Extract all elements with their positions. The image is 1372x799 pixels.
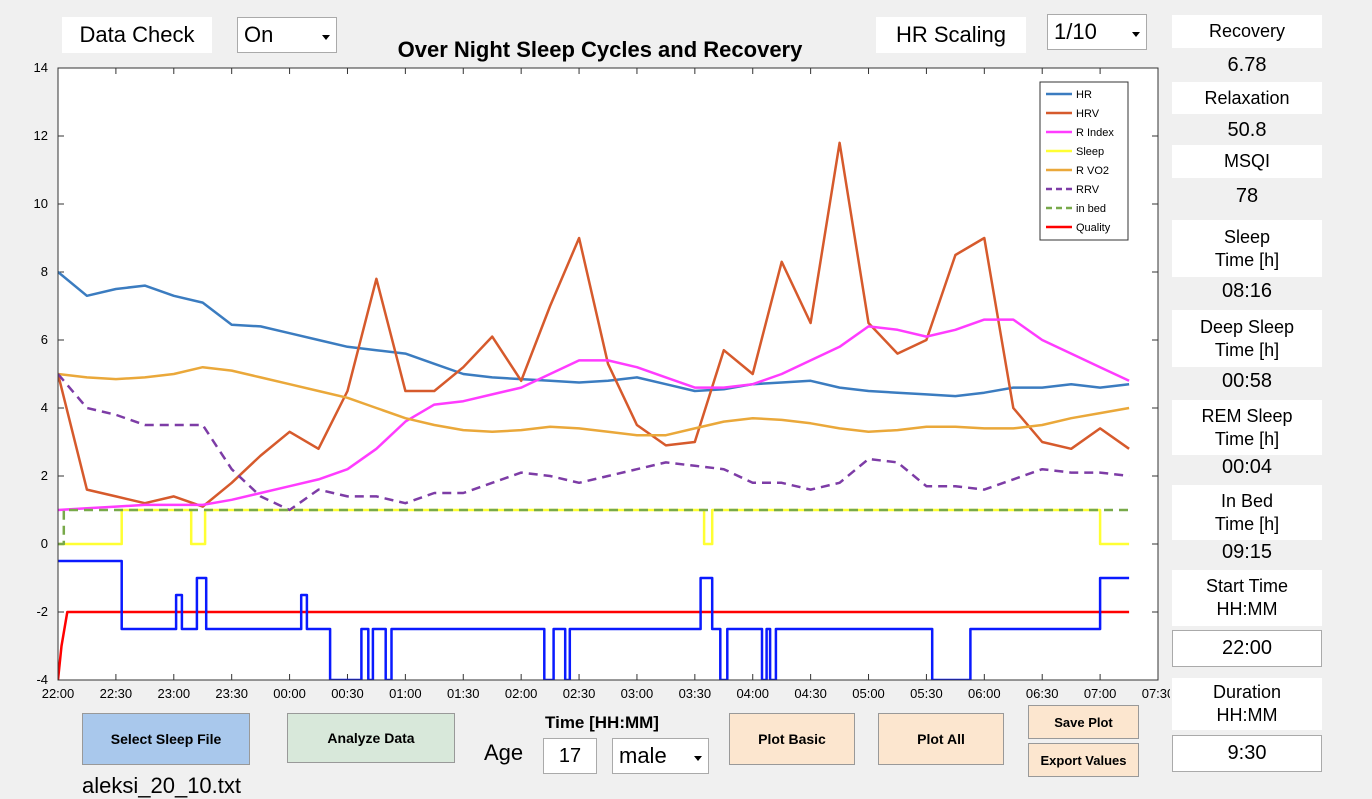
data-check-label: Data Check (62, 17, 212, 53)
metric-label: Recovery (1172, 15, 1322, 48)
analyze-button[interactable]: Analyze Data (287, 713, 455, 763)
plot-all-button[interactable]: Plot All (878, 713, 1004, 765)
plot-border (57, 67, 1159, 681)
series-line (58, 559, 1130, 680)
plot-basic-button[interactable]: Plot Basic (729, 713, 855, 765)
export-button[interactable]: Export Values (1028, 743, 1139, 777)
chart-title: Over Night Sleep Cycles and Recovery (398, 37, 803, 62)
x-tick-label: 04:30 (794, 686, 827, 701)
x-tick-label: 06:30 (1026, 686, 1059, 701)
legend-label: HR (1076, 89, 1092, 101)
metric-value: 50.8 (1227, 119, 1267, 141)
metric-value: 00:04 (1221, 456, 1273, 478)
series-line (58, 365, 1130, 437)
legend-label: HRV (1076, 108, 1100, 120)
x-tick-label: 03:30 (679, 686, 712, 701)
metric-value: 78 (1235, 185, 1259, 207)
x-tick-label: 07:30 (1142, 686, 1170, 701)
y-tick-label: 6 (41, 332, 48, 347)
sex-dropdown[interactable]: male (612, 738, 709, 774)
data-check-dropdown[interactable]: On (237, 17, 337, 53)
y-tick-label: -2 (36, 604, 48, 619)
series-line (58, 373, 1130, 512)
save-plot-button[interactable]: Save Plot (1028, 705, 1139, 739)
x-tick-label: 01:30 (447, 686, 480, 701)
x-tick-label: 23:00 (158, 686, 191, 701)
series-line (58, 141, 1130, 508)
metric-label: MSQI (1172, 145, 1322, 178)
x-tick-label: 22:00 (42, 686, 75, 701)
series-group (58, 141, 1130, 680)
y-tick-label: 4 (41, 400, 48, 415)
metric-value[interactable]: 22:00 (1172, 630, 1322, 667)
y-tick-label: -4 (36, 672, 48, 687)
series-line (58, 508, 1130, 546)
x-tick-label: 01:00 (389, 686, 422, 701)
y-tick-label: 0 (41, 536, 48, 551)
series-line (58, 610, 1130, 680)
metric-label: Duration HH:MM (1172, 678, 1322, 730)
metric-value[interactable]: 9:30 (1172, 735, 1322, 772)
x-tick-label: 07:00 (1084, 686, 1117, 701)
file-name: aleksi_20_10.txt (82, 773, 241, 798)
x-tick-label: 02:30 (563, 686, 596, 701)
plot-area (58, 68, 1158, 680)
legend-label: in bed (1076, 203, 1106, 215)
x-tick-label: 03:00 (621, 686, 654, 701)
metric-label: Relaxation (1172, 82, 1322, 114)
metric-label: In Bed Time [h] (1172, 485, 1322, 540)
select-file-button[interactable]: Select Sleep File (82, 713, 250, 765)
metric-value: 00:58 (1221, 370, 1273, 392)
x-tick-label: 22:30 (100, 686, 133, 701)
x-tick-label: 05:00 (852, 686, 885, 701)
age-input[interactable]: 17 (543, 738, 597, 774)
y-tick-label: 14 (34, 60, 48, 75)
metric-label: Sleep Time [h] (1172, 220, 1322, 277)
hr-scaling-label: HR Scaling (876, 17, 1026, 53)
x-tick-label: 05:30 (910, 686, 943, 701)
legend-label: R VO2 (1076, 165, 1109, 177)
hr-scaling-dropdown[interactable]: 1/10 (1047, 14, 1147, 50)
series-line (58, 271, 1130, 398)
metric-label: REM Sleep Time [h] (1172, 400, 1322, 455)
metric-label: Start Time HH:MM (1172, 570, 1322, 626)
x-tick-label: 00:30 (331, 686, 364, 701)
metric-label: Deep Sleep Time [h] (1172, 310, 1322, 367)
x-tick-label: 23:30 (215, 686, 248, 701)
legend-label: R Index (1076, 127, 1114, 139)
age-label: Age (484, 740, 524, 765)
x-tick-label: 00:00 (273, 686, 306, 701)
metric-value: 09:15 (1221, 541, 1273, 563)
metric-value: 08:16 (1221, 280, 1273, 302)
y-tick-label: 2 (41, 468, 48, 483)
x-tick-label: 04:00 (736, 686, 769, 701)
legend-label: RRV (1076, 184, 1100, 196)
x-tick-label: 02:00 (505, 686, 538, 701)
x-tick-label: 06:00 (968, 686, 1001, 701)
series-line (58, 318, 1130, 512)
legend-label: Quality (1076, 222, 1111, 234)
x-axis-label: Time [HH:MM] (545, 713, 659, 732)
metric-value: 6.78 (1227, 54, 1267, 76)
legend-box (1039, 81, 1129, 241)
y-tick-label: 10 (34, 196, 48, 211)
y-tick-label: 12 (34, 128, 48, 143)
y-tick-label: 8 (41, 264, 48, 279)
chart: Over Night Sleep Cycles and Recovery Time… (34, 37, 1170, 732)
legend-label: Sleep (1076, 146, 1104, 158)
